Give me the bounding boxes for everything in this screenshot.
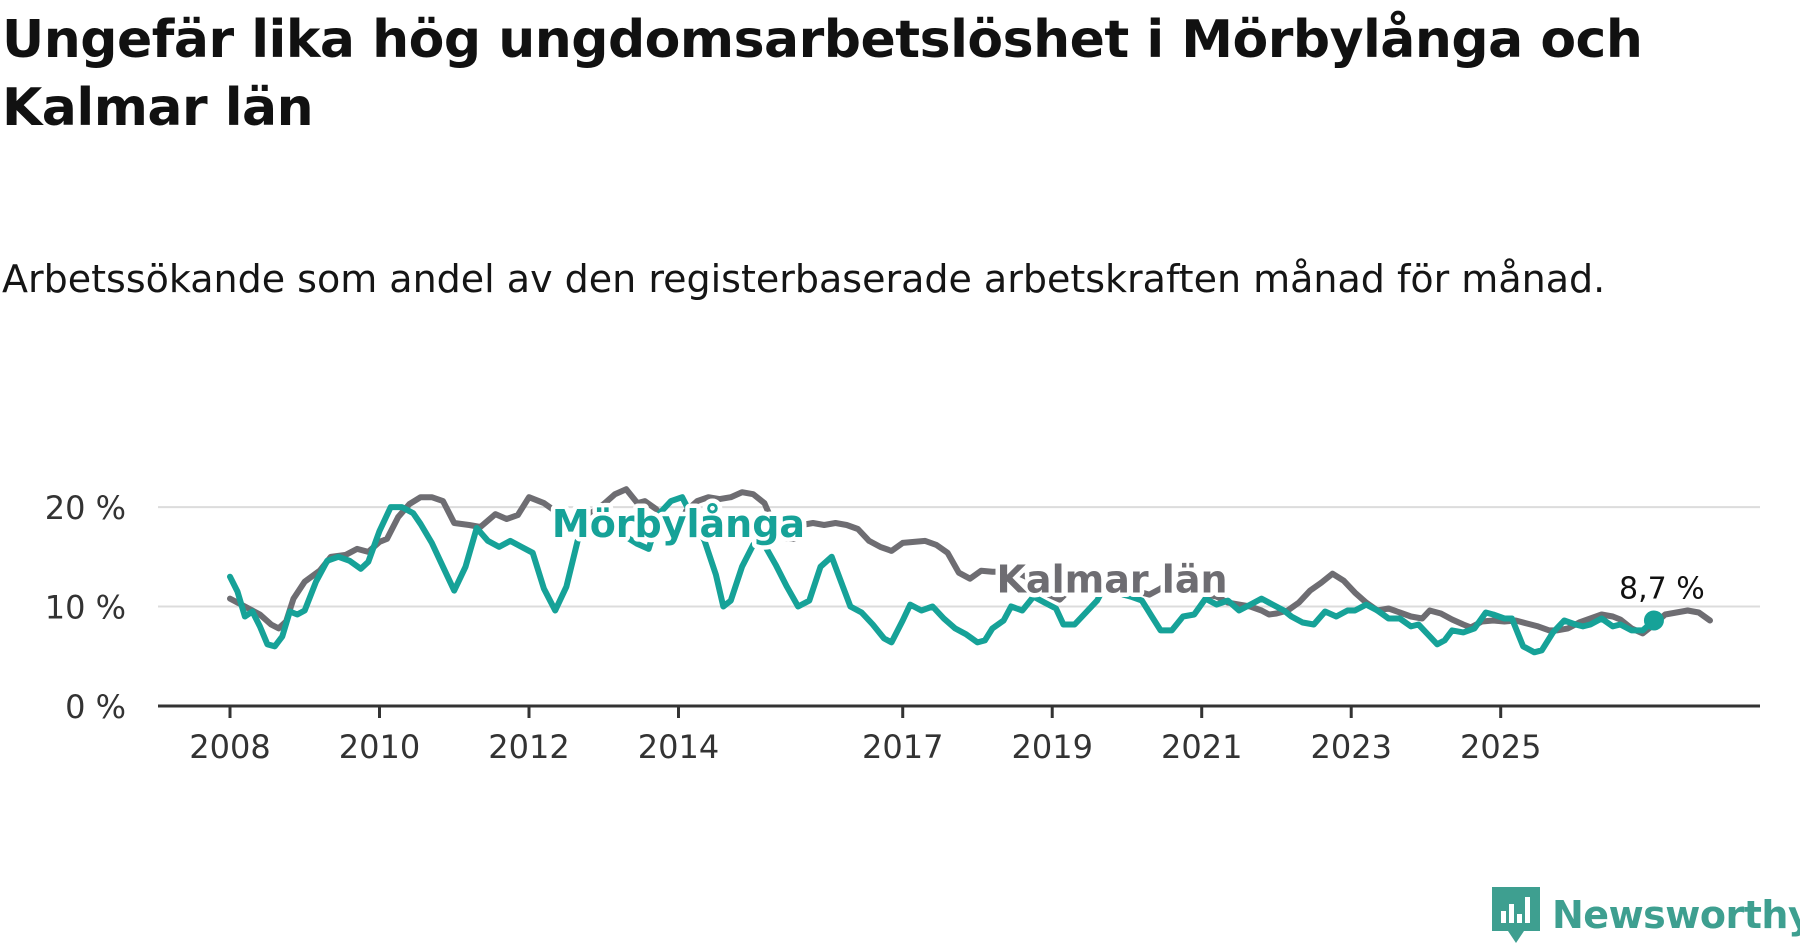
x-tick-label: 2023 [1310, 728, 1391, 766]
x-tick-label: 2021 [1161, 728, 1242, 766]
y-axis-labels: 0 % 10 % 20 % [45, 489, 126, 726]
y-tick-label: 10 % [45, 589, 126, 627]
x-tick-label: 2014 [638, 728, 719, 766]
newsworthy-chart-logo-icon [1492, 887, 1540, 943]
newsworthy-wordmark: Newsworthy [1552, 893, 1800, 937]
series-label-m-rbyl-nga: Mörbylånga [552, 502, 805, 546]
newsworthy-logo[interactable]: Newsworthy [1492, 887, 1800, 943]
series-labels: Kalmar län Mörbylånga 8,7 % [547, 498, 1708, 631]
y-tick-label: 20 % [45, 489, 126, 527]
series-line-kalmar-l-n [227, 486, 1713, 637]
gridlines [158, 506, 1760, 608]
chart-subtitle: Arbetssökande som andel av den registerb… [2, 257, 1606, 301]
series-end-point-m-rbyl-nga [1643, 610, 1664, 631]
chart-title: Ungefär lika hög ungdomsarbetslöshet i M… [2, 10, 1643, 138]
x-tick-label: 2012 [488, 728, 569, 766]
series-line-m-rbyl-nga [227, 494, 1657, 656]
series-label-kalmar-l-n: Kalmar län [996, 558, 1227, 602]
y-tick-label: 0 % [65, 688, 126, 726]
x-tick-label: 2008 [189, 728, 270, 766]
end-value-label: 8,7 % [1619, 571, 1705, 606]
x-tick-label: 2010 [339, 728, 420, 766]
x-axis: 2008 2010 2012 2014 2017 2019 2021 2023 2025 [158, 704, 1760, 766]
line-chart: 0 % 10 % 20 % 2008 2010 2012 2014 2017 2019 2021… [45, 486, 1760, 766]
x-tick-label: 2017 [862, 728, 943, 766]
series-lines [227, 486, 1713, 656]
x-tick-label: 2019 [1012, 728, 1093, 766]
x-tick-label: 2025 [1460, 728, 1541, 766]
